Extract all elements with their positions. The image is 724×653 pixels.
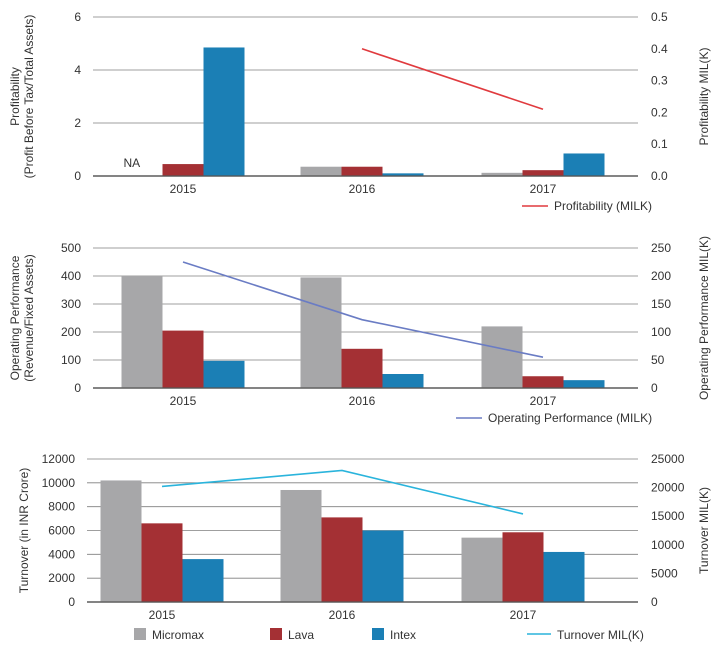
- bar-lava-2016: [321, 517, 363, 602]
- bar-micromax-2017: [481, 326, 523, 388]
- y-tick-label: 500: [61, 241, 81, 255]
- bar-intex-2017: [563, 153, 605, 176]
- legend-swatch-micromax: [134, 628, 146, 640]
- legend-swatch-intex: [372, 628, 384, 640]
- line-series: [161, 469, 524, 515]
- y-tick-label: 8000: [48, 500, 75, 514]
- bar-intex-2015: [203, 47, 245, 176]
- chart-panel-1: 0 2 4 6 0.0 0.1 0.2 0.3 0.4 0.5 NA 2015 2016 2017 Prof…: [8, 10, 711, 213]
- legend-swatch-lava: [270, 628, 282, 640]
- x-tick-label: 2015: [170, 394, 197, 408]
- x-tick-label: 2016: [349, 394, 376, 408]
- y-tick-label: 0: [68, 595, 75, 609]
- y-tick-label: 12000: [42, 452, 76, 466]
- bar-lava-2015: [141, 523, 183, 602]
- y2-tick-label: 200: [651, 269, 671, 283]
- bar-lava-2015: [162, 330, 204, 388]
- y-tick-label: 0: [74, 169, 81, 183]
- y2-tick-label: 0.5: [651, 10, 668, 24]
- bar-intex-2015: [182, 559, 224, 602]
- y2-tick-label: 20000: [651, 481, 685, 495]
- x-tick-label: 2017: [530, 182, 557, 196]
- bar-lava-2015: [162, 164, 204, 176]
- x-tick-label: 2017: [510, 608, 537, 622]
- y-tick-label: 2: [74, 116, 81, 130]
- legend-label-micromax: Micromax: [152, 628, 204, 642]
- y2-tick-label: 5000: [651, 566, 678, 580]
- y-tick-label: 100: [61, 353, 81, 367]
- y2-tick-label: 0.3: [651, 74, 668, 88]
- bar-intex-2016: [362, 530, 404, 602]
- bar-lava-2017: [502, 532, 544, 602]
- bar-intex-2015: [203, 360, 245, 388]
- y2-tick-label: 0.1: [651, 137, 668, 151]
- legend-bottom: Micromax Lava Intex Turnover MIL(K): [134, 628, 644, 642]
- y2-tick-label: 0.0: [651, 169, 668, 183]
- y-tick-label: 400: [61, 269, 81, 283]
- y-tick-label: 4000: [48, 547, 75, 561]
- legend-label-intex: Intex: [390, 628, 416, 642]
- x-tick-label: 2016: [329, 608, 356, 622]
- bar-micromax-2016: [300, 277, 342, 388]
- y-axis-title: Operating Performance(Revenue/Fixed Asse…: [8, 254, 36, 381]
- bar-intex-2016: [382, 173, 424, 176]
- y2-tick-label: 150: [651, 297, 671, 311]
- y-axis-title: Turnover (in INR Crore): [17, 468, 31, 594]
- y2-tick-label: 0: [651, 595, 658, 609]
- annotation-label: NA: [124, 156, 141, 170]
- bar-micromax-2015: [121, 276, 163, 388]
- legend-line-label: Turnover MIL(K): [557, 628, 644, 642]
- y2-tick-label: 0.2: [651, 105, 668, 119]
- y-tick-label: 300: [61, 297, 81, 311]
- y-tick-label: 6: [74, 10, 81, 24]
- y-tick-label: 200: [61, 325, 81, 339]
- y2-tick-label: 15000: [651, 509, 685, 523]
- bar-intex-2016: [382, 374, 424, 388]
- line-series: [361, 48, 544, 110]
- bar-lava-2016: [341, 348, 383, 388]
- x-tick-label: 2016: [349, 182, 376, 196]
- bar-intex-2017: [543, 551, 585, 602]
- y2-tick-label: 25000: [651, 452, 685, 466]
- bar-micromax-2017: [481, 172, 523, 176]
- bar-lava-2017: [522, 170, 564, 176]
- y2-axis-title: Operating Performance MIL(K): [697, 236, 711, 400]
- chart-panel-2: 0 100 200 300 400 500 0 50 100 150 200 250 2015 2016 2…: [8, 236, 711, 425]
- bar-micromax-2017: [461, 537, 503, 602]
- chart-panel-3: 0 2000 4000 6000 8000 10000 12000 0 5000 10000 150…: [17, 452, 711, 622]
- y2-tick-label: 50: [651, 353, 665, 367]
- y-tick-label: 4: [74, 63, 81, 77]
- y2-axis-title: Turnover MIL(K): [697, 487, 711, 574]
- y-tick-label: 2000: [48, 571, 75, 585]
- legend-line-label: Operating Performance (MILK): [488, 411, 652, 425]
- y2-tick-label: 250: [651, 241, 671, 255]
- bar-lava-2016: [341, 166, 383, 176]
- bar-lava-2017: [522, 376, 564, 388]
- bar-micromax-2015: [100, 480, 142, 602]
- y-axis-title: Profitability(Profit Before Tax/Total As…: [8, 15, 36, 179]
- x-tick-label: 2017: [530, 394, 557, 408]
- x-tick-label: 2015: [170, 182, 197, 196]
- legend-label-lava: Lava: [288, 628, 314, 642]
- y2-tick-label: 0: [651, 381, 658, 395]
- y2-tick-label: 10000: [651, 538, 685, 552]
- bar-micromax-2016: [280, 489, 322, 602]
- legend-line-label: Profitability (MILK): [554, 199, 652, 213]
- y2-tick-label: 100: [651, 325, 671, 339]
- bar-intex-2017: [563, 380, 605, 388]
- bar-micromax-2016: [300, 166, 342, 176]
- y-tick-label: 10000: [42, 476, 76, 490]
- y-tick-label: 0: [74, 381, 81, 395]
- y-tick-label: 6000: [48, 524, 75, 538]
- y2-axis-title: Profitability MIL(K): [697, 47, 711, 145]
- x-tick-label: 2015: [149, 608, 176, 622]
- y2-tick-label: 0.4: [651, 42, 668, 56]
